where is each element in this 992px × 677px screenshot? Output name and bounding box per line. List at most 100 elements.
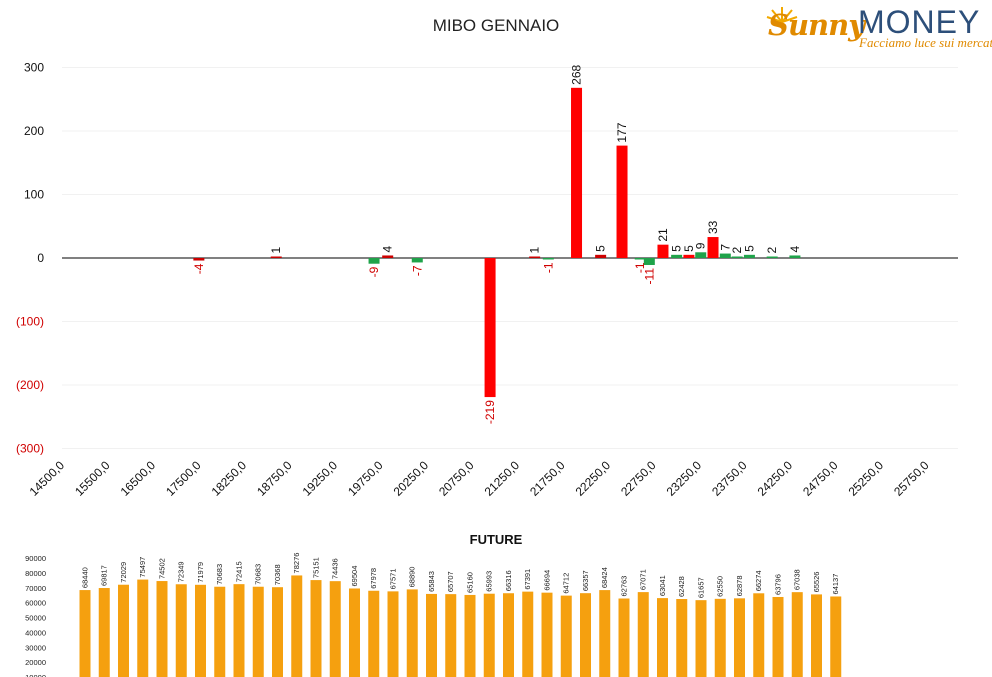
- future-bar-value-label: 68424: [600, 567, 609, 588]
- x-tick-label: 25750,0: [891, 458, 932, 499]
- bar-value-label: 1: [269, 247, 283, 254]
- future-bar-value-label: 65843: [427, 571, 436, 592]
- future-bar-value-label: 65707: [446, 571, 455, 592]
- future-bar: [175, 584, 187, 677]
- bar-value-label: 2: [765, 247, 779, 254]
- bar: [657, 244, 669, 258]
- x-tick-label: 21750,0: [527, 458, 568, 499]
- bar-value-label: -9: [367, 266, 381, 277]
- future-bar-value-label: 62763: [620, 576, 629, 597]
- future-bar-value-label: 67038: [793, 569, 802, 590]
- future-bar: [368, 590, 380, 677]
- bar: [634, 258, 646, 260]
- x-tick-label: 22750,0: [618, 458, 659, 499]
- bar-value-label: 177: [615, 122, 629, 142]
- future-bar-value-label: 74502: [158, 558, 167, 579]
- chart-title: MIBO GENNAIO: [432, 16, 560, 35]
- bar: [542, 258, 554, 260]
- future-bar: [291, 575, 303, 677]
- future-bar-value-label: 63041: [658, 575, 667, 596]
- future-bar: [734, 598, 745, 677]
- x-tick-label: 24750,0: [800, 458, 841, 499]
- future-bar-value-label: 71979: [196, 562, 205, 583]
- future-bar-value-label: 65526: [812, 572, 821, 593]
- future-bar-value-label: 64137: [831, 574, 840, 595]
- x-tick-label: 22250,0: [573, 458, 614, 499]
- bar: [671, 254, 683, 258]
- y-tick-label: (100): [16, 315, 44, 329]
- bar-value-label: 33: [706, 220, 720, 234]
- future-bar: [522, 591, 534, 677]
- future-bar: [426, 593, 437, 677]
- future-bar-value-label: 72029: [119, 562, 128, 583]
- future-bar: [214, 586, 226, 677]
- future-bar-value-label: 67978: [369, 568, 378, 589]
- future-bar-value-label: 70683: [254, 564, 263, 585]
- future-bar: [156, 581, 168, 677]
- bar: [766, 256, 778, 258]
- bar: [571, 87, 583, 258]
- bar: [368, 258, 380, 264]
- logo-tagline: Facciamo luce sui mercati: [859, 35, 992, 50]
- future-y-tick-label: 90000: [25, 554, 46, 563]
- bar-value-label: 5: [594, 245, 608, 252]
- future-bar-value-label: 75497: [138, 557, 147, 578]
- future-bar: [541, 592, 553, 677]
- bar: [616, 145, 628, 258]
- bar: [382, 255, 394, 258]
- future-y-tick-label: 50000: [25, 614, 46, 623]
- future-bar: [98, 588, 110, 677]
- bar-value-label: -4: [192, 263, 206, 274]
- future-bar: [195, 584, 206, 677]
- future-chart-title: FUTURE: [469, 532, 523, 547]
- bar: [595, 254, 607, 258]
- bar: [731, 256, 743, 258]
- x-tick-label: 25250,0: [846, 458, 887, 499]
- future-bar-value-label: 69504: [350, 566, 359, 587]
- bar: [193, 258, 205, 261]
- bar-value-label: -1: [541, 262, 555, 273]
- sunny-money-logo: Sunny MONEY Facciamo luce sui mercati: [762, 4, 992, 50]
- bar: [743, 254, 755, 258]
- y-tick-label: 200: [24, 124, 44, 138]
- y-tick-label: 100: [24, 188, 44, 202]
- future-bar-value-label: 66274: [754, 570, 763, 591]
- future-bar: [772, 596, 784, 677]
- future-bar-value-label: 69817: [100, 565, 109, 586]
- x-tick-label: 20750,0: [436, 458, 477, 499]
- future-bar-value-label: 62550: [716, 576, 725, 597]
- bar: [270, 256, 282, 258]
- y-tick-label: (200): [16, 378, 44, 392]
- future-bar-value-label: 68890: [408, 567, 417, 588]
- future-bar: [618, 598, 630, 677]
- future-y-tick-label: 70000: [25, 584, 46, 593]
- bar-value-label: -1: [633, 262, 647, 273]
- future-bar-value-label: 72349: [177, 561, 186, 582]
- y-tick-label: 300: [24, 61, 44, 75]
- future-y-tick-label: 30000: [25, 643, 46, 652]
- future-bar: [387, 591, 399, 677]
- future-bar-value-label: 65993: [485, 571, 494, 592]
- x-tick-label: 21250,0: [482, 458, 523, 499]
- future-bar-value-label: 65160: [466, 572, 475, 593]
- bar: [789, 255, 801, 258]
- bar-value-label: 268: [570, 64, 584, 84]
- bar-value-label: 7: [718, 244, 732, 251]
- future-bar-value-label: 68440: [81, 567, 90, 588]
- bar: [411, 258, 423, 263]
- future-y-tick-label: 20000: [25, 658, 46, 667]
- future-bar: [599, 590, 611, 677]
- future-bar: [445, 594, 457, 677]
- bar: [643, 258, 655, 265]
- x-tick-label: 19250,0: [300, 458, 341, 499]
- bar-value-label: 9: [694, 242, 708, 249]
- future-bar: [753, 593, 765, 677]
- bar: [719, 253, 731, 258]
- logo-money-text: MONEY: [858, 4, 981, 40]
- future-bar-chart: 90000 80000 70000 60000 50000 40000 30000 20000…: [25, 553, 842, 677]
- future-bar-value-label: 66316: [504, 570, 513, 591]
- bar: [529, 256, 541, 258]
- y-tick-label: (300): [16, 442, 44, 456]
- future-bar: [464, 594, 476, 677]
